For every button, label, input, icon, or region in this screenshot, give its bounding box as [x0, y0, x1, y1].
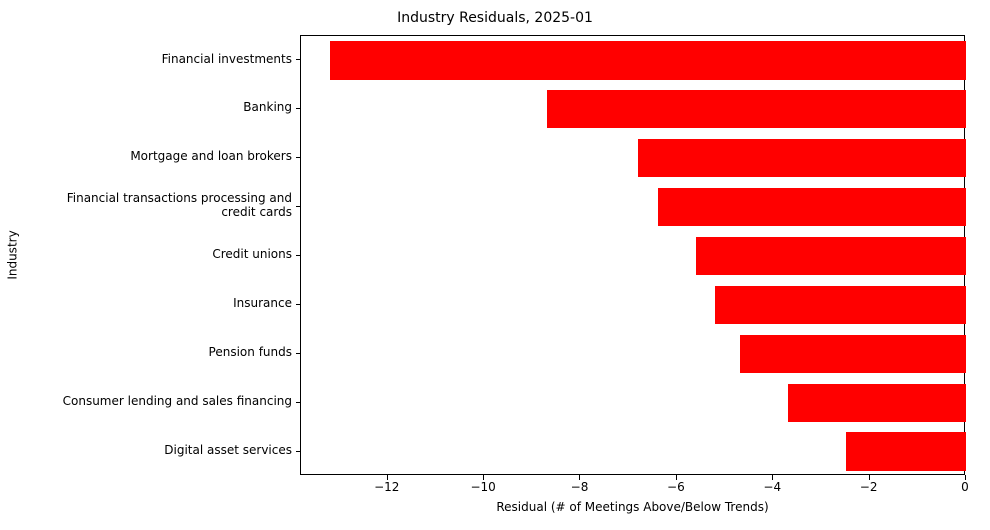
y-tick-label: Credit unions — [12, 248, 292, 262]
y-tick-mark — [296, 402, 300, 403]
y-tick-label: Financial investments — [12, 53, 292, 67]
chart-title: Industry Residuals, 2025-01 — [0, 10, 990, 26]
y-tick-label: Insurance — [12, 297, 292, 311]
bar — [846, 432, 966, 470]
y-tick-label: Banking — [12, 101, 292, 115]
bar — [788, 384, 966, 422]
y-tick-mark — [296, 353, 300, 354]
y-tick-label: Mortgage and loan brokers — [12, 150, 292, 164]
y-tick-mark — [296, 108, 300, 109]
y-tick-mark — [296, 206, 300, 207]
x-tick-label: −10 — [470, 480, 495, 494]
x-tick-label: −4 — [763, 480, 781, 494]
y-tick-mark — [296, 304, 300, 305]
bar — [638, 139, 966, 177]
y-tick-label: Digital asset services — [12, 444, 292, 458]
x-tick-label: −6 — [667, 480, 685, 494]
y-tick-mark — [296, 157, 300, 158]
y-tick-mark — [296, 255, 300, 256]
bar — [715, 286, 966, 324]
x-tick-label: 0 — [961, 480, 969, 494]
chart-container: Industry Residuals, 2025-01 Industry Fin… — [0, 0, 990, 530]
y-tick-mark — [296, 451, 300, 452]
y-tick-mark — [296, 59, 300, 60]
y-tick-label: Financial transactions processing and cr… — [12, 192, 292, 220]
bar — [696, 237, 966, 275]
y-tick-label: Pension funds — [12, 346, 292, 360]
bar — [547, 90, 966, 128]
x-axis-label: Residual (# of Meetings Above/Below Tren… — [300, 500, 965, 514]
x-tick-label: −2 — [860, 480, 878, 494]
bar — [740, 335, 966, 373]
y-tick-label: Consumer lending and sales financing — [12, 395, 292, 409]
bar — [330, 41, 966, 79]
x-tick-label: −12 — [374, 480, 399, 494]
bar — [658, 188, 966, 226]
plot-area — [300, 35, 965, 475]
x-tick-label: −8 — [571, 480, 589, 494]
